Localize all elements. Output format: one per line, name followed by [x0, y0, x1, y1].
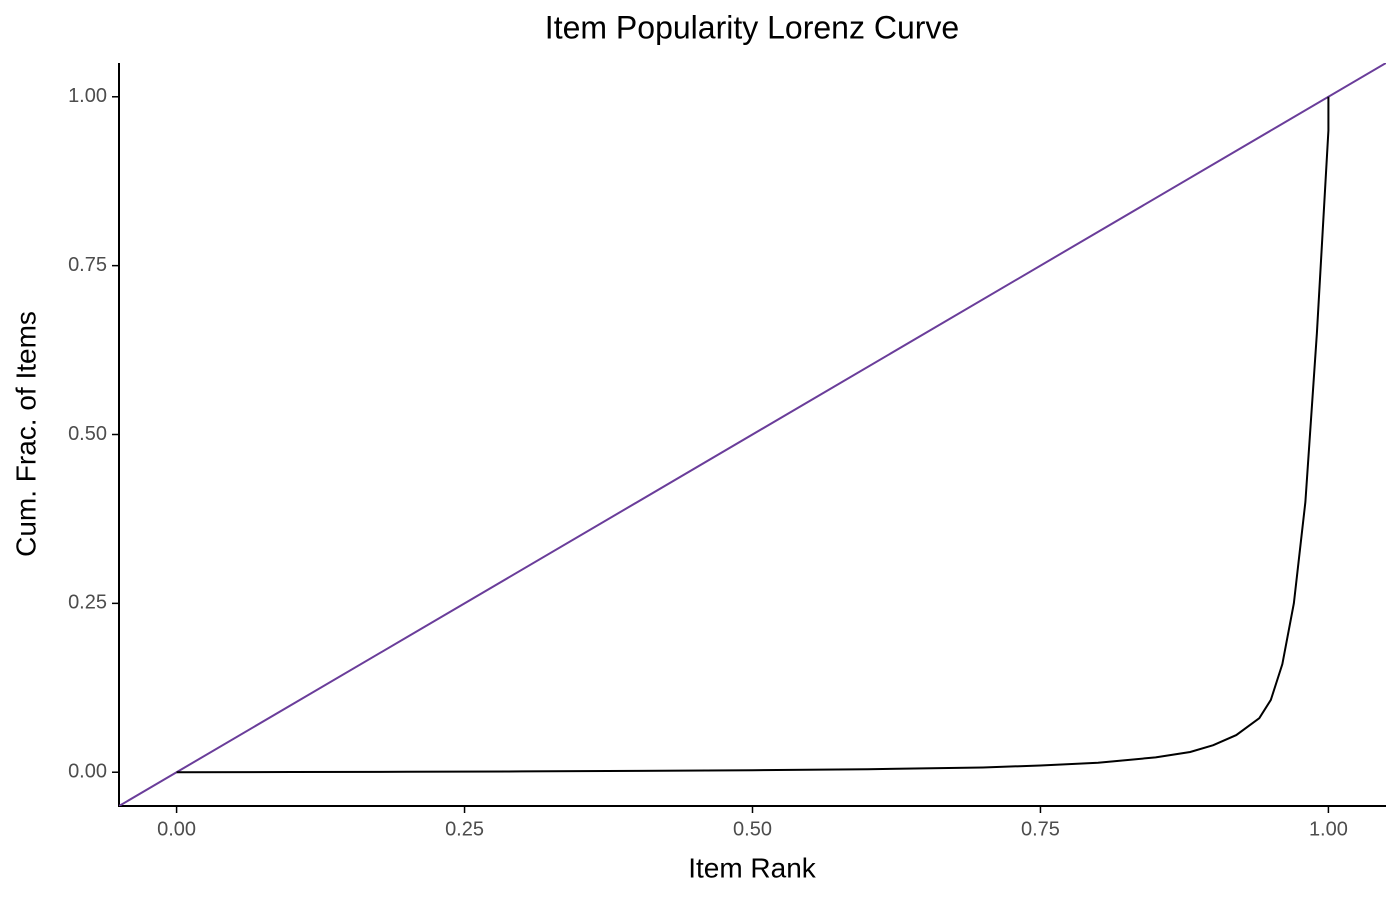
y-tick-label: 0.75 [68, 254, 107, 276]
x-tick-label: 0.75 [1021, 818, 1060, 840]
y-tick-label: 0.25 [68, 592, 107, 614]
y-tick-label: 0.50 [68, 423, 107, 445]
y-tick-label: 1.00 [68, 85, 107, 107]
x-tick-label: 0.00 [157, 818, 196, 840]
y-axis-title: Cum. Frac. of Items [10, 311, 41, 557]
y-tick-label: 0.00 [68, 761, 107, 783]
x-tick-label: 0.25 [445, 818, 484, 840]
x-axis-title: Item Rank [688, 852, 817, 883]
chart-title: Item Popularity Lorenz Curve [545, 9, 959, 45]
x-tick-label: 0.50 [733, 818, 772, 840]
lorenz-curve [176, 96, 1330, 774]
x-tick-label: 1.00 [1309, 818, 1348, 840]
reference-line [119, 63, 1386, 806]
